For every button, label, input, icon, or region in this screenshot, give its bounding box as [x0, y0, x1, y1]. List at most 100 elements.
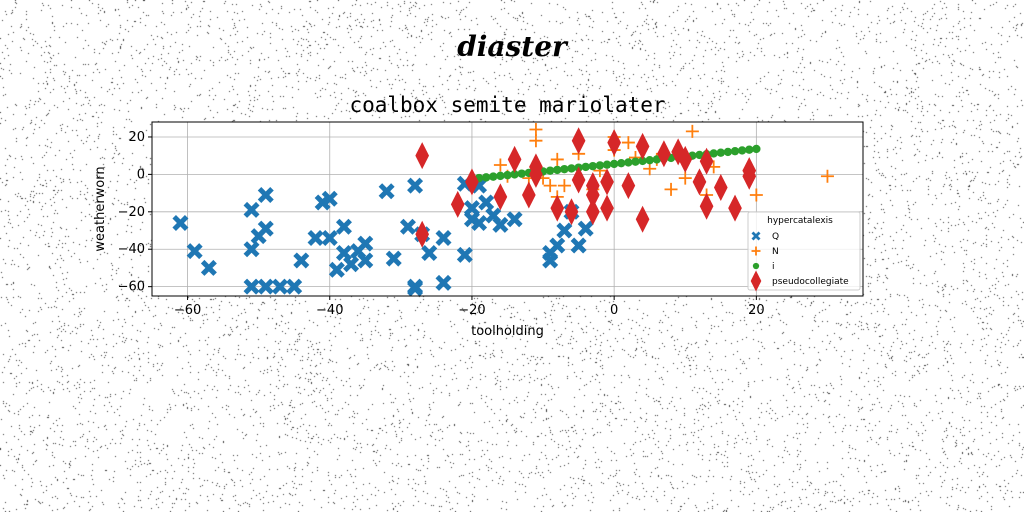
data-point	[378, 183, 395, 200]
legend-label-pseudocollegiate: pseudocollegiate	[772, 277, 849, 287]
data-point	[643, 162, 657, 176]
data-point	[567, 164, 576, 173]
data-point	[699, 147, 714, 175]
data-point	[713, 173, 728, 201]
data-point	[506, 211, 523, 228]
data-point	[257, 220, 274, 237]
data-point	[321, 190, 338, 207]
data-point	[577, 220, 594, 237]
chart-title: coalbox semite mariolater	[349, 93, 665, 117]
x-tick-label: 0	[610, 303, 618, 318]
data-point	[481, 173, 491, 182]
data-point	[635, 205, 650, 233]
data-point	[550, 194, 565, 222]
data-point	[728, 194, 742, 222]
data-point	[588, 161, 598, 171]
data-point	[820, 169, 834, 183]
legend-marker-N	[751, 246, 761, 256]
data-point	[172, 215, 189, 232]
data-point	[243, 201, 260, 218]
legend-box	[747, 211, 861, 291]
data-point	[335, 244, 352, 261]
data-point	[742, 162, 757, 190]
data-point	[478, 194, 495, 211]
legend-label-Q: Q	[772, 232, 779, 242]
data-point	[570, 237, 587, 254]
data-point	[645, 155, 654, 165]
data-point	[617, 158, 626, 168]
legend: hypercatalexis QNi pseudocollegiate	[747, 211, 861, 292]
data-point	[307, 230, 324, 246]
legend-label-N: N	[772, 247, 779, 257]
data-point	[529, 134, 543, 148]
x-axis-label: toolholding	[471, 324, 544, 339]
x-tick-label: −20	[458, 303, 485, 318]
data-point	[335, 218, 352, 235]
data-point	[631, 157, 640, 166]
data-point	[293, 252, 310, 269]
data-point	[716, 148, 725, 157]
data-point	[415, 220, 430, 248]
legend-marker-pseudocollegiate	[750, 270, 762, 292]
data-point	[685, 124, 699, 138]
data-point	[200, 259, 217, 276]
data-point	[609, 159, 619, 169]
y-tick-label: −20	[118, 205, 145, 220]
data-point	[564, 198, 579, 226]
data-point	[657, 140, 671, 168]
data-point	[456, 246, 473, 263]
figure-suptitle: diaster	[457, 30, 567, 63]
data-point	[496, 171, 505, 181]
data-point	[709, 149, 718, 158]
data-point	[493, 158, 507, 172]
series-pseudocollegiate	[415, 127, 757, 248]
data-point	[503, 170, 512, 180]
data-point	[463, 200, 480, 217]
data-point	[435, 274, 452, 291]
x-tick-label: −40	[316, 303, 343, 318]
data-point	[692, 168, 707, 196]
data-point	[553, 165, 562, 175]
legend-marker-Q	[751, 231, 761, 241]
data-point	[492, 216, 509, 233]
data-point	[517, 169, 526, 178]
data-point	[421, 244, 438, 261]
data-point	[186, 243, 203, 260]
data-point	[257, 186, 274, 203]
data-point	[549, 237, 566, 254]
data-point	[581, 162, 590, 172]
data-point	[543, 179, 557, 193]
data-point	[595, 161, 605, 170]
data-point	[695, 150, 704, 160]
data-point	[635, 132, 650, 160]
data-point	[557, 179, 571, 193]
data-point	[699, 192, 714, 220]
data-point	[286, 278, 303, 295]
data-point	[723, 147, 733, 157]
data-point	[510, 170, 519, 179]
data-point	[560, 164, 569, 174]
data-point	[357, 235, 374, 252]
series-Q	[172, 175, 594, 297]
y-tick-label: 0	[137, 167, 145, 182]
data-point	[321, 230, 338, 246]
data-point	[638, 156, 647, 166]
data-point	[621, 172, 636, 200]
data-point	[271, 278, 288, 295]
data-point	[407, 177, 424, 194]
axes-frame	[151, 121, 864, 297]
data-point	[328, 261, 345, 278]
data-point	[450, 190, 465, 218]
data-point	[435, 230, 452, 246]
data-point	[471, 215, 488, 232]
data-point	[489, 172, 498, 181]
legend-title: hypercatalexis	[767, 216, 833, 226]
data-point	[571, 166, 586, 194]
data-point	[343, 256, 360, 273]
data-point	[585, 198, 600, 226]
y-tick-label: −40	[118, 242, 145, 257]
data-points	[172, 122, 834, 297]
data-point	[542, 252, 559, 269]
data-point	[529, 122, 543, 136]
